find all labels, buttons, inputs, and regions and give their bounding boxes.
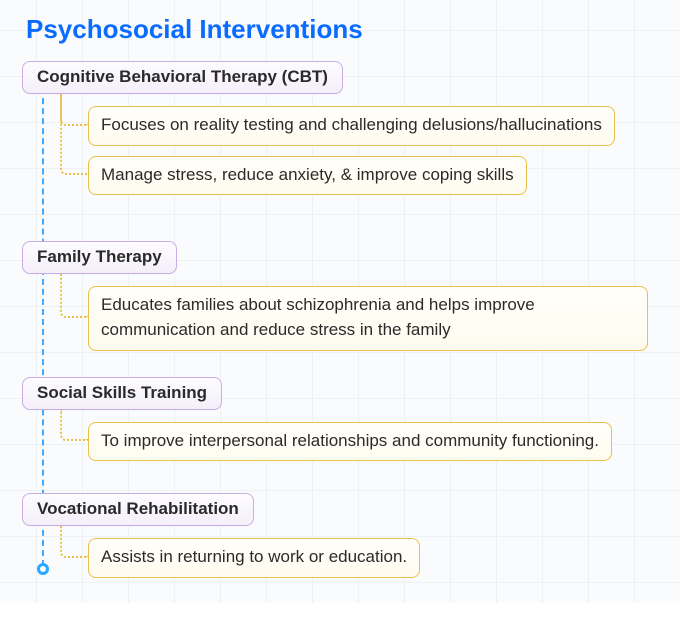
child-node: Assists in returning to work or educatio…: [88, 538, 420, 578]
connector: [60, 526, 88, 558]
connector: [60, 274, 88, 318]
section: Cognitive Behavioral Therapy (CBT) Focuse…: [22, 61, 658, 195]
section: Family Therapy Educates families about sc…: [22, 241, 658, 350]
child-node: Focuses on reality testing and challengi…: [88, 106, 615, 146]
child-node: Manage stress, reduce anxiety, & improve…: [88, 156, 527, 196]
child-node: Educates families about schizophrenia an…: [88, 286, 648, 350]
child-wrap: Assists in returning to work or educatio…: [88, 538, 658, 578]
diagram-root: Psychosocial Interventions Cognitive Beh…: [0, 0, 680, 618]
category-node: Social Skills Training: [22, 377, 222, 410]
sections-container: Cognitive Behavioral Therapy (CBT) Focuse…: [22, 61, 658, 578]
children-container: Assists in returning to work or educatio…: [88, 538, 658, 578]
connector: [60, 94, 88, 175]
child-wrap: Manage stress, reduce anxiety, & improve…: [88, 156, 658, 196]
child-node: To improve interpersonal relationships a…: [88, 422, 612, 462]
section-gap: [22, 481, 658, 493]
children-container: To improve interpersonal relationships a…: [88, 422, 658, 462]
category-node: Vocational Rehabilitation: [22, 493, 254, 526]
section-gap: [22, 215, 658, 241]
category-node: Cognitive Behavioral Therapy (CBT): [22, 61, 343, 94]
child-wrap: Educates families about schizophrenia an…: [88, 286, 658, 350]
category-node: Family Therapy: [22, 241, 177, 274]
children-container: Focuses on reality testing and challengi…: [88, 106, 658, 195]
child-wrap: To improve interpersonal relationships a…: [88, 422, 658, 462]
connector: [60, 410, 88, 442]
section: Vocational Rehabilitation Assists in retu…: [22, 493, 658, 578]
page-title: Psychosocial Interventions: [26, 14, 658, 45]
section: Social Skills Training To improve interpe…: [22, 377, 658, 462]
child-wrap: Focuses on reality testing and challengi…: [88, 106, 658, 146]
children-container: Educates families about schizophrenia an…: [88, 286, 658, 350]
